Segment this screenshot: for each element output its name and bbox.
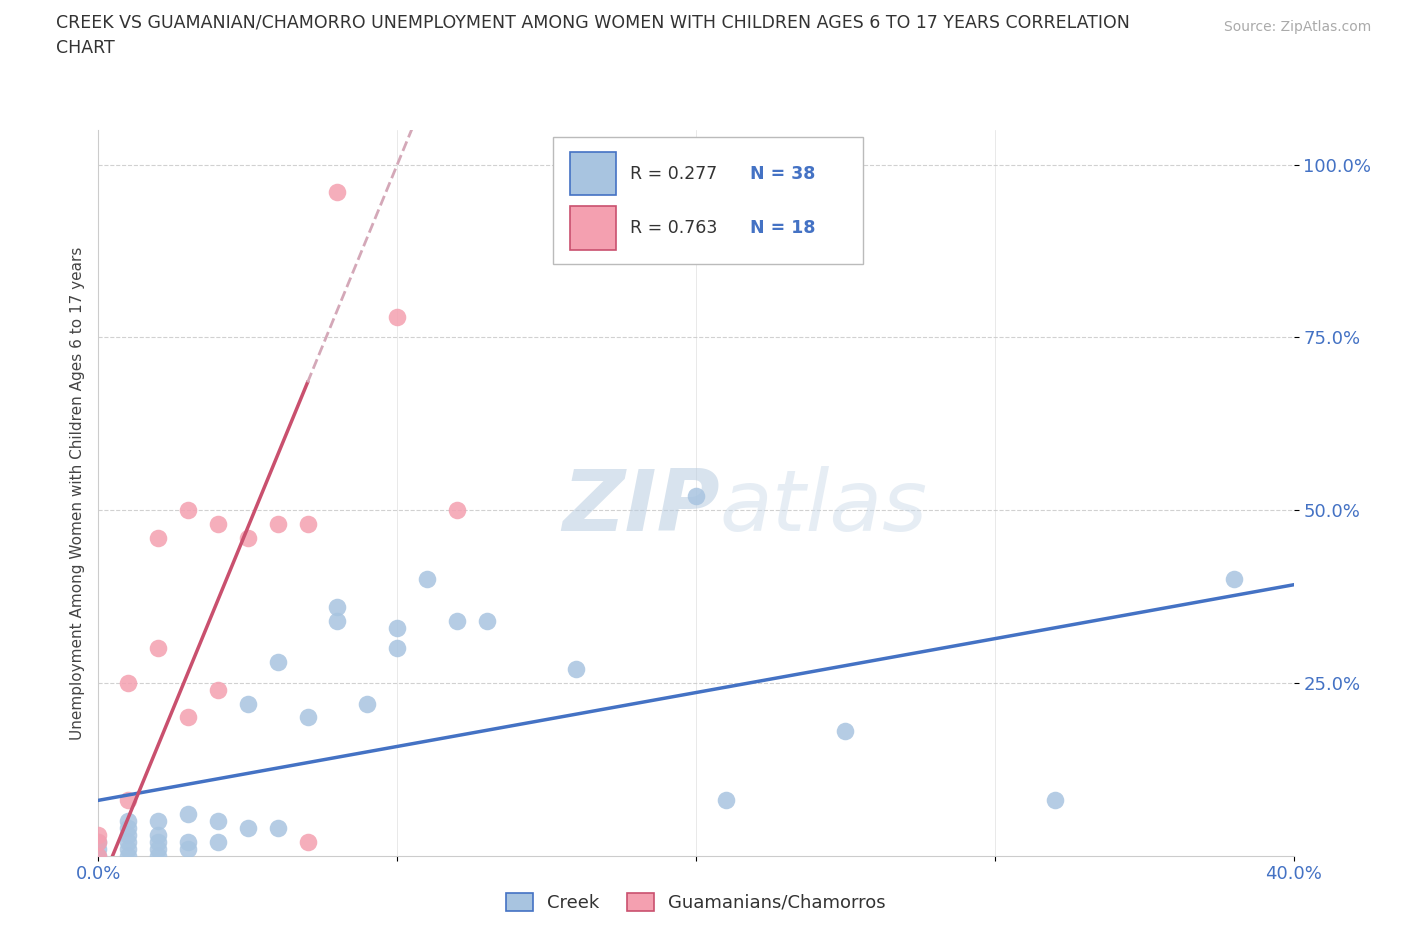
- Point: [1223, 572, 1246, 587]
- Point: [117, 848, 139, 863]
- Point: [236, 820, 259, 835]
- Point: [236, 530, 259, 545]
- FancyBboxPatch shape: [553, 138, 863, 264]
- Point: [356, 697, 378, 711]
- Point: [685, 489, 707, 504]
- Point: [148, 828, 170, 843]
- Point: [385, 641, 409, 656]
- Text: N = 38: N = 38: [749, 165, 815, 182]
- Point: [297, 710, 319, 724]
- Point: [87, 848, 110, 863]
- Text: atlas: atlas: [720, 466, 928, 549]
- Point: [207, 516, 229, 531]
- Point: [177, 503, 200, 518]
- Point: [416, 572, 439, 587]
- Point: [87, 842, 110, 857]
- Point: [148, 641, 170, 656]
- Point: [207, 834, 229, 849]
- Point: [177, 842, 200, 857]
- Point: [87, 834, 110, 849]
- Text: R = 0.763: R = 0.763: [630, 219, 717, 237]
- Point: [714, 793, 737, 808]
- Point: [207, 814, 229, 829]
- Point: [177, 834, 200, 849]
- Point: [297, 516, 319, 531]
- Point: [1043, 793, 1066, 808]
- Point: [117, 828, 139, 843]
- Point: [834, 724, 856, 738]
- Point: [297, 834, 319, 849]
- Point: [267, 820, 290, 835]
- Point: [148, 814, 170, 829]
- Point: [148, 834, 170, 849]
- Point: [326, 185, 349, 200]
- Point: [117, 675, 139, 690]
- Point: [236, 697, 259, 711]
- Text: CREEK VS GUAMANIAN/CHAMORRO UNEMPLOYMENT AMONG WOMEN WITH CHILDREN AGES 6 TO 17 : CREEK VS GUAMANIAN/CHAMORRO UNEMPLOYMENT…: [56, 14, 1130, 32]
- Point: [148, 530, 170, 545]
- Point: [117, 842, 139, 857]
- Point: [87, 834, 110, 849]
- Point: [475, 613, 498, 628]
- Point: [207, 683, 229, 698]
- Point: [177, 710, 200, 724]
- Point: [565, 661, 588, 676]
- Point: [446, 503, 468, 518]
- Point: [385, 620, 409, 635]
- Point: [177, 806, 200, 821]
- FancyBboxPatch shape: [571, 206, 616, 250]
- Point: [117, 793, 139, 808]
- Y-axis label: Unemployment Among Women with Children Ages 6 to 17 years: Unemployment Among Women with Children A…: [69, 246, 84, 739]
- Text: CHART: CHART: [56, 39, 115, 57]
- Point: [117, 814, 139, 829]
- Point: [148, 848, 170, 863]
- Text: ZIP: ZIP: [562, 466, 720, 549]
- Point: [267, 516, 290, 531]
- Point: [87, 848, 110, 863]
- Point: [148, 842, 170, 857]
- Text: Source: ZipAtlas.com: Source: ZipAtlas.com: [1223, 20, 1371, 34]
- Point: [326, 600, 349, 615]
- Point: [267, 655, 290, 670]
- Point: [87, 828, 110, 843]
- Legend: Creek, Guamanians/Chamorros: Creek, Guamanians/Chamorros: [499, 885, 893, 919]
- Text: R = 0.277: R = 0.277: [630, 165, 717, 182]
- FancyBboxPatch shape: [571, 152, 616, 195]
- Point: [117, 834, 139, 849]
- Point: [446, 613, 468, 628]
- Point: [326, 613, 349, 628]
- Text: N = 18: N = 18: [749, 219, 815, 237]
- Point: [385, 310, 409, 325]
- Point: [117, 820, 139, 835]
